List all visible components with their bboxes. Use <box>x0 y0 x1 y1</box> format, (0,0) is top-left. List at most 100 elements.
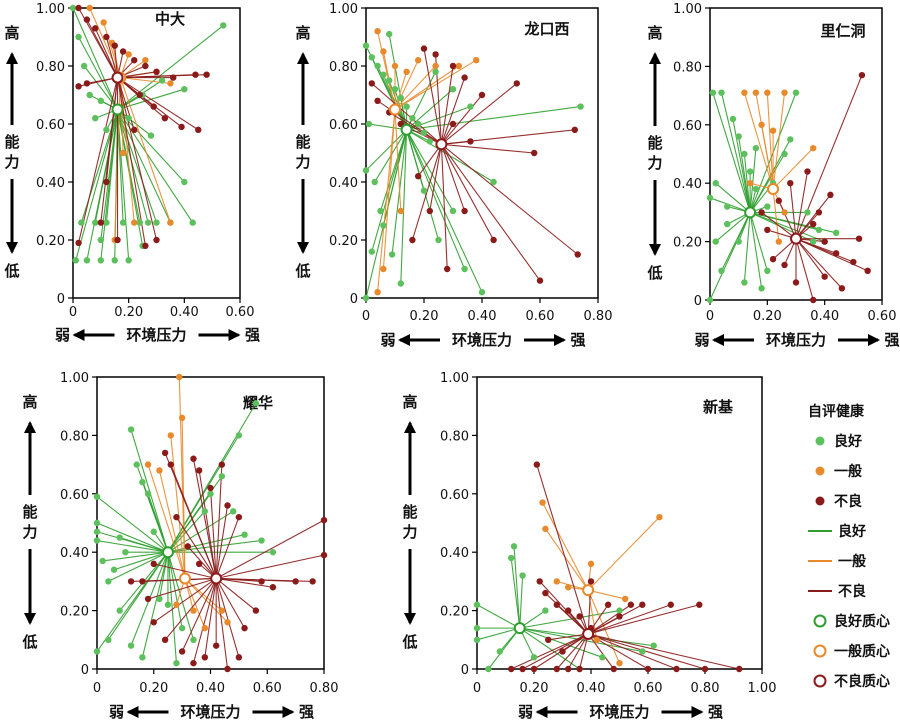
spoke-line-good <box>379 129 408 212</box>
data-point-poor <box>792 279 800 286</box>
data-point-good <box>758 285 765 292</box>
data-point-fair <box>473 57 480 64</box>
data-point-good <box>530 654 538 661</box>
data-point-good <box>792 89 800 96</box>
spoke-line-fair <box>119 77 171 223</box>
data-point-good <box>764 267 771 274</box>
data-point-good <box>72 257 79 264</box>
data-point-good <box>111 257 118 264</box>
data-point-good <box>746 168 754 175</box>
data-point-poor <box>536 578 543 585</box>
spoke-line-poor <box>116 77 158 241</box>
spoke-line-poor <box>761 211 797 240</box>
x-arrow-left <box>72 329 115 341</box>
chart-panel-2: 0 0.20 0.40 0.60 0.80 0 0.20 0.40 0.60 0.80 1.00 龙口… <box>294 2 612 349</box>
spoke-line-poor <box>170 464 217 579</box>
spoke-line-good <box>406 106 581 131</box>
data-point-poor <box>576 613 583 620</box>
data-point-poor <box>309 578 316 585</box>
data-point-good <box>93 493 101 500</box>
spoke-line-poor <box>440 144 466 212</box>
y-tick-label: 0.80 <box>673 60 702 75</box>
data-point-good <box>724 220 731 228</box>
spoke-line-good <box>96 522 169 553</box>
data-point-good <box>368 248 375 255</box>
y-axis-high-label: 高 <box>4 24 19 42</box>
data-point-poor <box>426 207 433 215</box>
y-axis-high-label: 高 <box>22 393 37 411</box>
y-tick-label: 0.80 <box>440 429 469 444</box>
spoke-line-good <box>749 211 814 243</box>
spoke-line-fair <box>170 435 186 579</box>
data-point-poor <box>587 578 595 585</box>
spoke-line-poor <box>587 604 632 635</box>
data-point-good <box>616 607 623 614</box>
x-arrow-left <box>126 706 169 718</box>
data-point-good <box>712 180 719 187</box>
centroid-good <box>111 103 124 116</box>
data-point-poor <box>576 665 583 673</box>
data-point-poor <box>530 665 538 673</box>
spoke-line-good <box>738 136 751 213</box>
data-point-poor <box>75 83 82 90</box>
data-point-fair <box>781 209 788 216</box>
spoke-line-poor <box>522 633 589 670</box>
data-point-poor <box>224 502 231 509</box>
data-point-good <box>397 280 404 287</box>
data-point-good <box>650 642 657 649</box>
x-arrow-right <box>524 334 566 346</box>
spoke-line-good <box>100 109 119 261</box>
y-tick-label: 0.40 <box>673 177 702 192</box>
spoke-line-poor <box>204 578 217 658</box>
data-point-good <box>181 86 188 93</box>
chart-panel-4: 00.200.400.600.8000.200.400.600.801.00耀华… <box>21 371 338 721</box>
spoke-line-poor <box>215 578 257 612</box>
x-tick-label: 0.80 <box>584 309 613 324</box>
data-point-poor <box>565 665 572 673</box>
spoke-line-good <box>167 552 183 629</box>
spoke-line-fair <box>743 92 774 190</box>
x-tick-label: 0 <box>69 305 77 320</box>
data-point-poor <box>559 648 566 655</box>
spoke-line-good <box>365 129 407 171</box>
legend-label: 良好质心 <box>834 613 890 630</box>
spoke-line-fair <box>761 124 774 190</box>
spoke-line-fair <box>103 22 121 78</box>
spoke-line-good <box>365 129 408 299</box>
data-point-good <box>709 89 717 96</box>
data-point-poor <box>553 665 560 673</box>
legend-marker-dot-good <box>815 436 825 446</box>
centroid-poor <box>111 71 124 84</box>
data-point-poor <box>864 267 871 274</box>
y-arrow-down <box>6 179 18 254</box>
legend-title: 自评健康 <box>808 403 865 420</box>
x-axis-label: 环境压力 <box>589 703 649 721</box>
data-point-good <box>78 219 85 226</box>
legend-label: 一般 <box>838 553 866 570</box>
data-point-good <box>252 400 260 407</box>
centroid-fair <box>389 103 401 116</box>
data-point-good <box>832 229 840 237</box>
spoke-line-poor <box>441 143 579 255</box>
x-tick-label: 0.40 <box>577 681 606 696</box>
spoke-line-poor <box>116 77 146 246</box>
data-point-fair <box>224 619 231 626</box>
data-point-good <box>75 33 82 41</box>
data-point-good <box>781 150 788 158</box>
data-point-poor <box>150 103 157 110</box>
data-point-fair <box>86 4 93 12</box>
spoke-line-poor <box>548 633 589 641</box>
data-point-good <box>97 97 105 105</box>
spoke-line-good <box>72 7 119 110</box>
data-point-poor <box>153 68 160 76</box>
data-point-poor <box>170 74 177 81</box>
data-point-poor <box>195 560 203 568</box>
spoke-line-good <box>167 539 262 553</box>
x-arrow-right <box>661 706 704 718</box>
y-axis-label-char2: 力 <box>295 153 310 171</box>
spoke-line-poor <box>388 111 442 145</box>
y-tick-label: 0.20 <box>36 234 65 249</box>
data-point-poor <box>178 123 185 131</box>
data-point-good <box>178 624 186 632</box>
